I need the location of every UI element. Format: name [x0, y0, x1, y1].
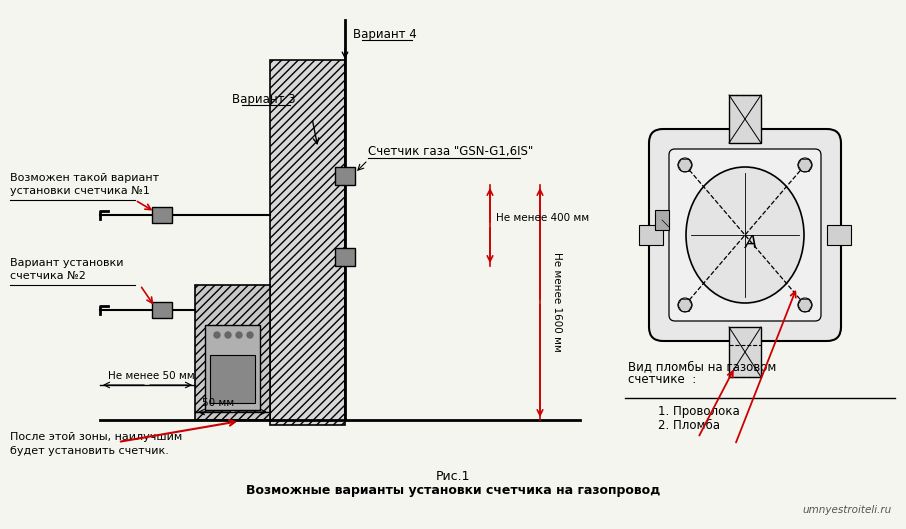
- Bar: [655, 210, 669, 230]
- Text: Вариант установки: Вариант установки: [10, 258, 123, 268]
- Text: Рис.1: Рис.1: [436, 470, 470, 483]
- Circle shape: [225, 332, 231, 338]
- Bar: [152, 207, 172, 223]
- Circle shape: [247, 332, 253, 338]
- Text: счетчика №2: счетчика №2: [10, 271, 86, 281]
- Bar: [152, 302, 172, 318]
- Bar: [205, 325, 260, 410]
- Bar: [729, 327, 761, 377]
- Bar: [639, 225, 663, 245]
- Text: 50 мм: 50 мм: [202, 398, 234, 408]
- Circle shape: [798, 298, 812, 312]
- Bar: [335, 248, 355, 266]
- Text: 2. Пломба: 2. Пломба: [658, 419, 720, 432]
- Circle shape: [798, 158, 812, 172]
- Text: Не менее 400 мм: Не менее 400 мм: [496, 213, 589, 223]
- Text: Не менее 50 мм: Не менее 50 мм: [108, 371, 195, 381]
- Bar: [335, 167, 355, 185]
- Text: установки счетчика №1: установки счетчика №1: [10, 186, 149, 196]
- Text: После этой зоны, наилучшим: После этой зоны, наилучшим: [10, 432, 182, 442]
- Circle shape: [678, 158, 692, 172]
- Text: Вариант 4: Вариант 4: [353, 28, 417, 41]
- Circle shape: [236, 332, 242, 338]
- Text: Возможные варианты установки счетчика на газопровод: Возможные варианты установки счетчика на…: [246, 484, 660, 497]
- Text: будет установить счетчик.: будет установить счетчик.: [10, 446, 169, 456]
- Text: Вариант 3: Вариант 3: [232, 93, 296, 106]
- FancyBboxPatch shape: [669, 149, 821, 321]
- Text: Не менее 1600 мм: Не менее 1600 мм: [552, 252, 562, 352]
- Bar: [210, 355, 255, 403]
- Text: Счетчик газа "GSN-G1,6IS": Счетчик газа "GSN-G1,6IS": [368, 145, 534, 158]
- Text: 1. Проволока: 1. Проволока: [658, 405, 740, 418]
- Circle shape: [678, 298, 692, 312]
- Bar: [270, 60, 345, 425]
- Bar: [827, 225, 851, 245]
- FancyBboxPatch shape: [649, 129, 841, 341]
- Text: umnyestroiteli.ru: umnyestroiteli.ru: [803, 505, 892, 515]
- Bar: [729, 95, 761, 143]
- Text: счетчике  :: счетчике :: [628, 373, 696, 386]
- Text: Вид пломбы на газовом: Вид пломбы на газовом: [628, 360, 776, 373]
- Bar: [195, 285, 270, 420]
- Ellipse shape: [686, 167, 804, 303]
- Text: A: A: [745, 234, 757, 252]
- Circle shape: [214, 332, 220, 338]
- Text: Возможен такой вариант: Возможен такой вариант: [10, 173, 159, 183]
